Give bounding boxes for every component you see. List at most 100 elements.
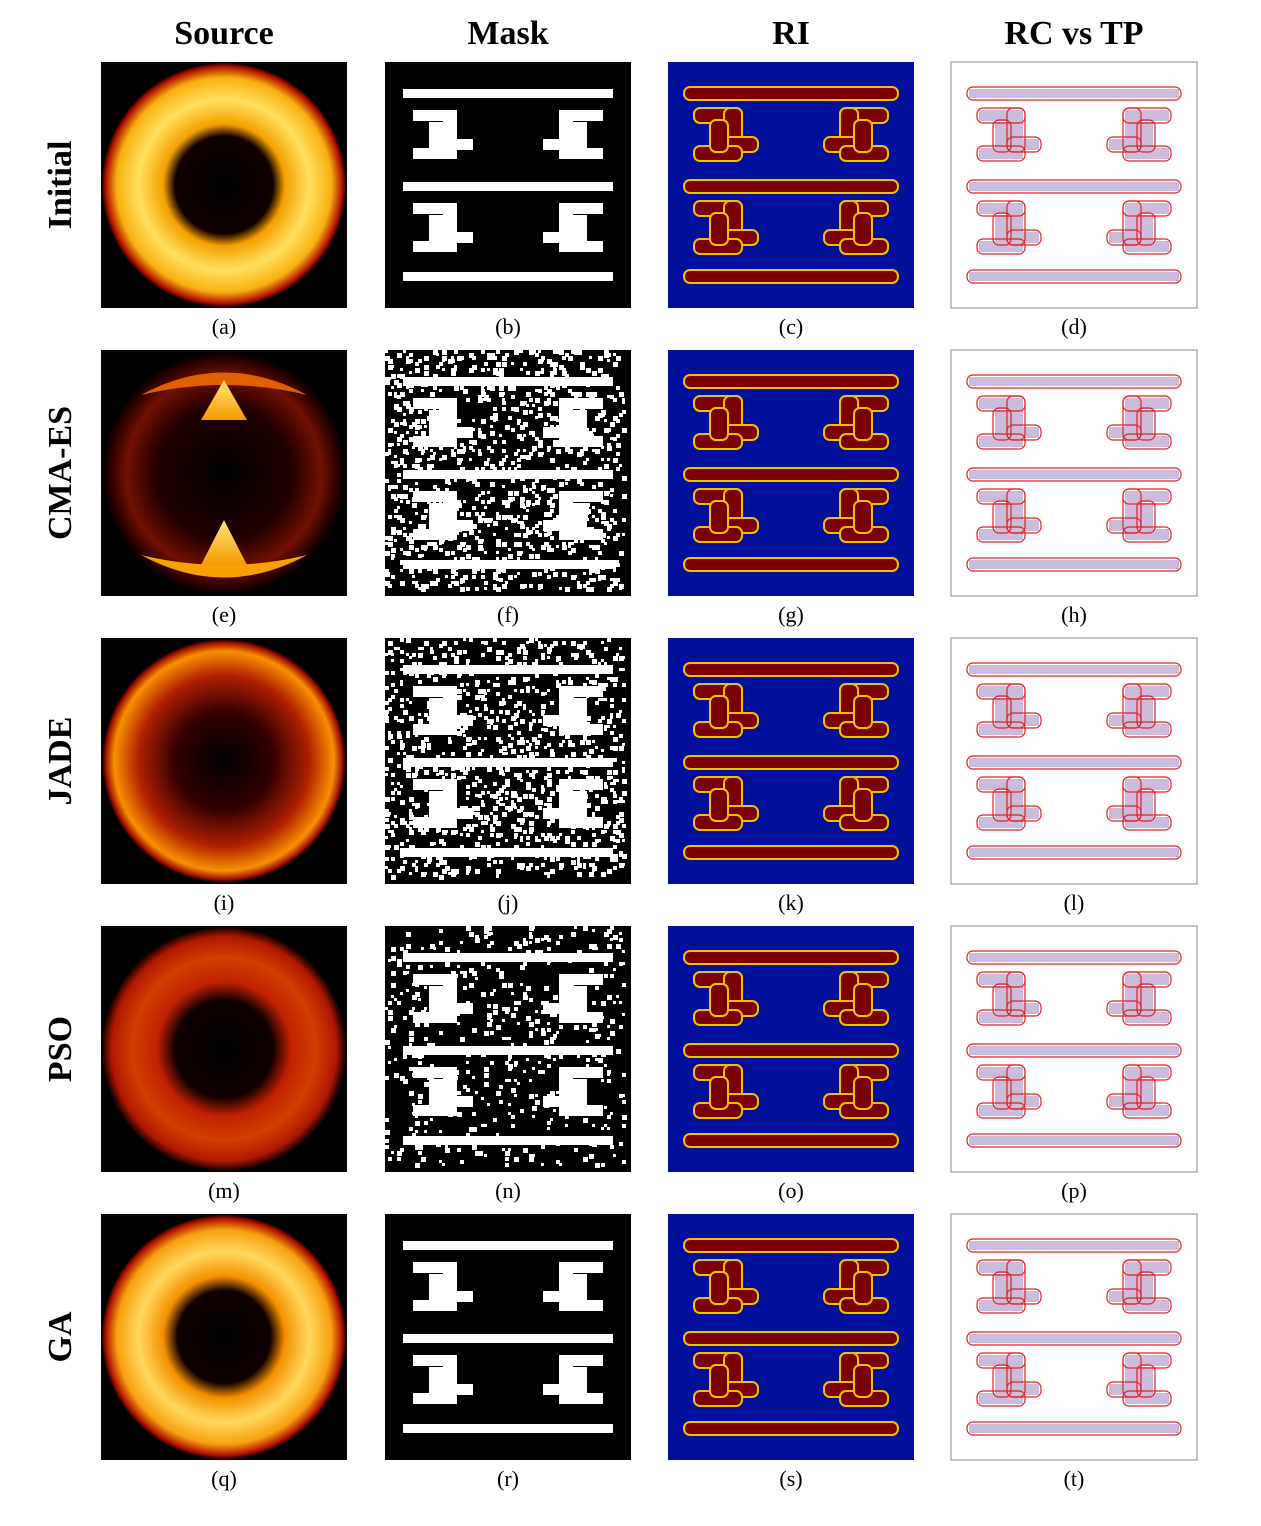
mask-pixel (538, 1070, 542, 1074)
mask-pixel (571, 752, 576, 757)
mask-pixel (544, 569, 548, 573)
mask-pixel (550, 497, 553, 500)
mask-pixel (598, 698, 601, 701)
mask-pixel (490, 854, 494, 858)
mask-pixel (490, 824, 493, 827)
mask-pixel (598, 560, 603, 565)
mask-pixel (619, 818, 624, 823)
mask-pixel (502, 569, 506, 573)
mask-pixel (556, 515, 561, 520)
mask-pixel (496, 587, 501, 592)
mask-pixel (514, 467, 517, 470)
mask-pixel (439, 719, 442, 722)
mask-pixel (469, 1004, 473, 1008)
mask-pixel (511, 1088, 516, 1093)
mask-pixel (547, 743, 551, 747)
mask-pixel (598, 839, 601, 842)
mask-feature (403, 89, 613, 98)
mask-pixel (613, 563, 616, 566)
mask-pixel (520, 476, 525, 481)
mask-pixel (613, 353, 616, 356)
mask-pixel (493, 521, 498, 526)
rc-contour (1006, 136, 1042, 153)
rc-target (1139, 410, 1153, 438)
mask-pixel (487, 446, 491, 450)
mask-pixel (403, 533, 407, 537)
mask-pixel (472, 419, 475, 422)
mask-pixel (535, 866, 539, 870)
source-ring (102, 639, 346, 883)
mask-pixel (568, 551, 572, 555)
mask-pixel (418, 1067, 423, 1072)
mask-pixel (451, 473, 455, 477)
mask-pixel (577, 857, 580, 860)
mask-pixel (445, 479, 450, 484)
rc-target (1139, 1079, 1153, 1107)
mask-pixel (574, 434, 578, 438)
mask-pixel (385, 1139, 389, 1143)
mask-pixel (388, 485, 391, 488)
rc-contour (966, 374, 1182, 389)
mask-pixel (478, 563, 481, 566)
mask-pixel (403, 671, 407, 675)
mask-pixel (496, 692, 499, 695)
mask-pixel (619, 668, 622, 671)
mask-pixel (424, 641, 429, 646)
mask-pixel (613, 824, 618, 829)
mask-pixel (436, 863, 440, 867)
mask-pixel (550, 383, 555, 388)
mask-pixel (385, 719, 389, 723)
mask-pixel (571, 1091, 576, 1096)
mask-pixel (418, 998, 421, 1001)
mask-pixel (505, 425, 510, 430)
mask-pixel (619, 854, 622, 857)
mask-pixel (412, 497, 417, 502)
mask-pixel (385, 797, 388, 800)
mask-pixel (547, 380, 552, 385)
mask-pixel (553, 1037, 556, 1040)
mask-pixel (385, 1130, 390, 1135)
mask-pixel (541, 845, 544, 848)
mask-pixel (439, 446, 443, 450)
mask-pixel (514, 668, 518, 672)
rc-target (1009, 1291, 1039, 1302)
mask-pixel (472, 812, 475, 815)
mask-pixel (583, 434, 586, 437)
mask-pixel (484, 587, 487, 590)
mask-pixel (517, 533, 521, 537)
mask-pixel (457, 650, 462, 655)
mask-pixel (505, 791, 509, 795)
mask-pixel (499, 701, 504, 706)
mask-feature (559, 724, 603, 735)
mask-pixel (574, 716, 579, 721)
ri-feature (709, 1271, 729, 1305)
mask-pixel (535, 398, 540, 403)
mask-pixel (544, 722, 548, 726)
mask-pixel (526, 782, 531, 787)
source-blob (201, 380, 247, 420)
mask-feature (413, 398, 457, 409)
mask-pixel (442, 785, 447, 790)
mask-pixel (592, 578, 596, 582)
mask-feature (429, 1079, 443, 1107)
mask-pixel (619, 812, 624, 817)
rc-target (969, 1136, 1179, 1145)
mask-pixel (496, 767, 499, 770)
mask-pixel (409, 539, 414, 544)
mask-pixel (565, 839, 570, 844)
mask-pixel (595, 674, 599, 678)
mask-pixel (427, 665, 432, 670)
mask-pixel (463, 974, 467, 978)
mask-pixel (388, 365, 393, 370)
mask-pixel (556, 545, 559, 548)
mask-pixel (445, 575, 448, 578)
mask-pixel (526, 665, 531, 670)
mask-pixel (550, 416, 555, 421)
mask-pixel (421, 587, 426, 592)
mask-pixel (388, 1016, 393, 1021)
mask-pixel (445, 848, 449, 852)
rc-target (979, 398, 1023, 409)
mask-pixel (547, 947, 551, 951)
ri-feature (683, 662, 899, 677)
mask-pixel (616, 434, 620, 438)
